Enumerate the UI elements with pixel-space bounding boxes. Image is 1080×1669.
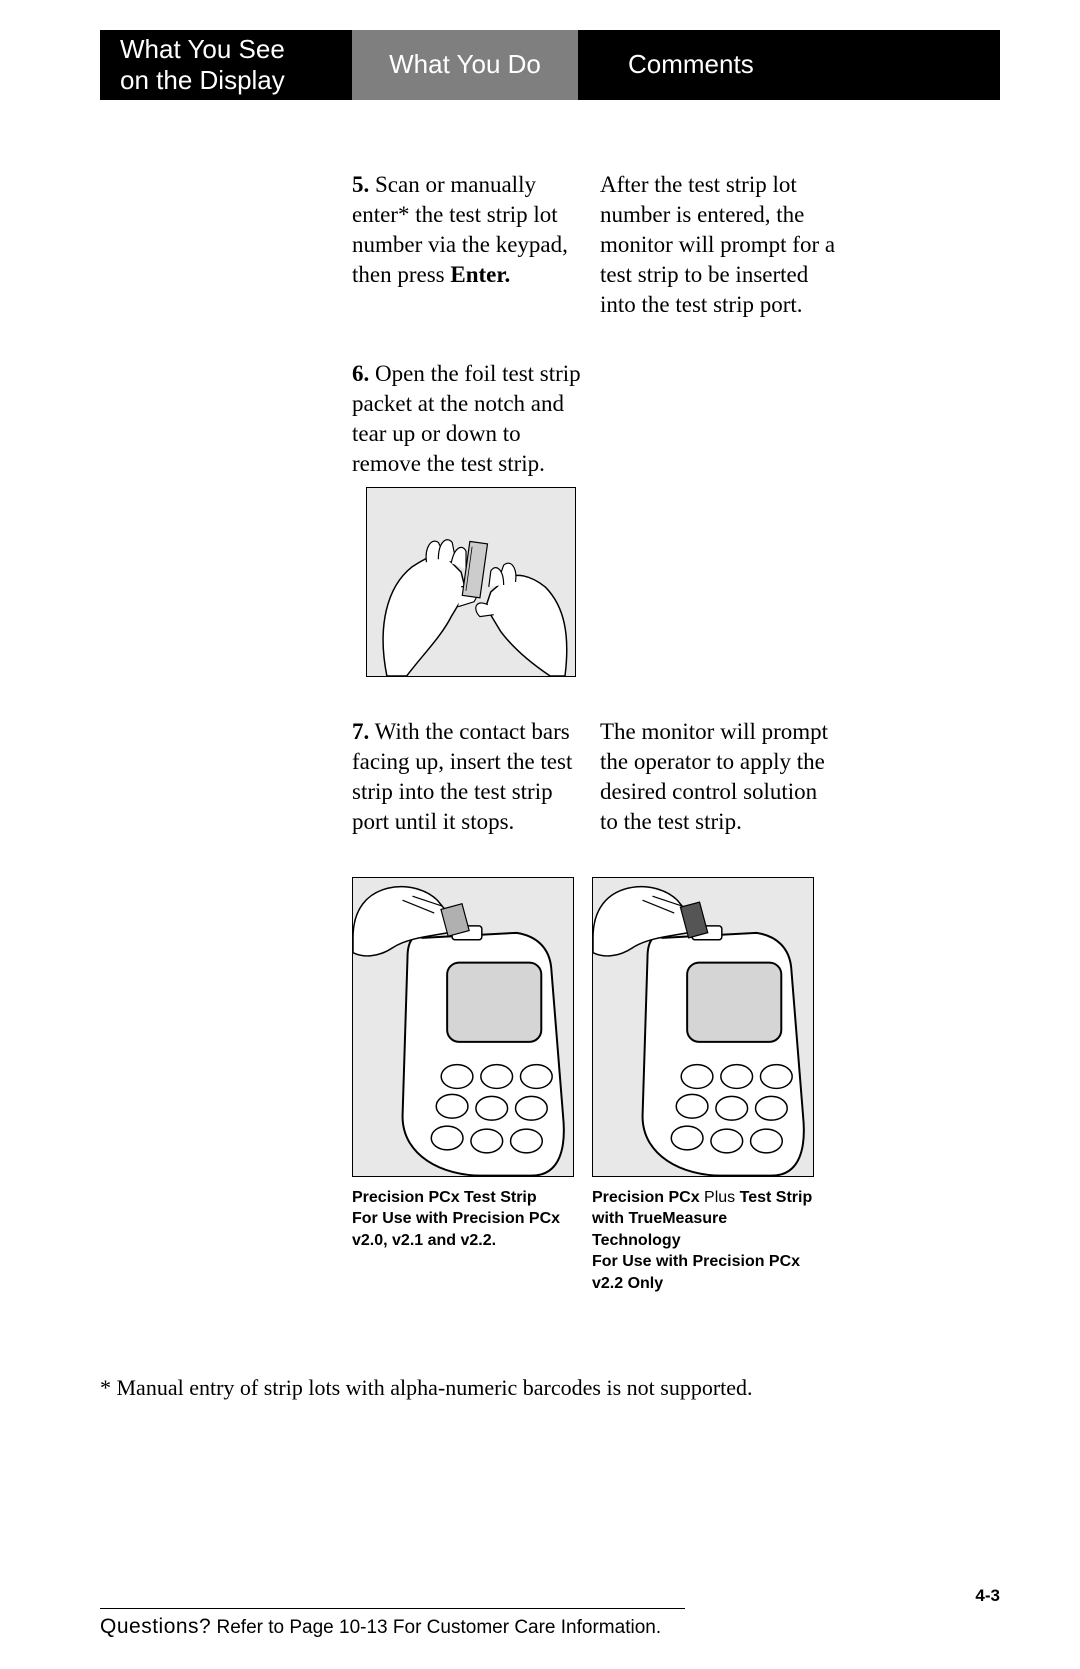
- device-illustration-row: Precision PCx Test Strip For Use with Pr…: [352, 877, 1000, 1295]
- footer-text: Questions? Refer to Page 10-13 For Custo…: [100, 1615, 1000, 1639]
- step-6-text: Open the foil test strip packet at the n…: [352, 361, 581, 476]
- caption-right-plus: Plus: [704, 1189, 735, 1206]
- step-7-number: 7.: [352, 719, 369, 744]
- column-header-row: What You See on the Display What You Do …: [100, 30, 1000, 100]
- header-line-2: on the Display: [120, 65, 285, 96]
- device-block-left: Precision PCx Test Strip For Use with Pr…: [352, 877, 574, 1295]
- caption-left-l3: v2.0, v2.1 and v2.2.: [352, 1232, 496, 1249]
- caption-left-l1: Precision PCx Test Strip: [352, 1189, 537, 1206]
- footnote: * Manual entry of strip lots with alpha-…: [100, 1375, 1000, 1401]
- step-5-number: 5.: [352, 172, 369, 197]
- page-footer: 4-3 Questions? Refer to Page 10-13 For C…: [100, 1608, 1000, 1639]
- caption-left-l2: For Use with Precision PCx: [352, 1210, 560, 1227]
- illustration-insert-strip-pcx: [352, 877, 574, 1177]
- step-5-comment: After the test strip lot number is enter…: [600, 170, 840, 319]
- caption-right: Precision PCx Plus Test Strip with TrueM…: [592, 1187, 814, 1295]
- caption-right-l3: For Use with Precision PCx: [592, 1253, 800, 1270]
- page-number: 4-3: [975, 1586, 1000, 1606]
- header-comments: Comments: [578, 30, 1000, 100]
- step-7-comment: The monitor will prompt the operator to …: [600, 717, 840, 837]
- header-what-you-do: What You Do: [352, 30, 578, 100]
- step-5-bold: Enter.: [450, 262, 510, 287]
- content-row-6: 6. Open the foil test strip packet at th…: [100, 359, 1000, 707]
- step-7: 7. With the contact bars facing up, inse…: [352, 717, 592, 837]
- step-7-text: With the contact bars facing up, insert …: [352, 719, 572, 834]
- caption-left: Precision PCx Test Strip For Use with Pr…: [352, 1187, 574, 1252]
- device-block-right: Precision PCx Plus Test Strip with TrueM…: [592, 877, 814, 1295]
- illustration-hands-tearing-packet: [366, 487, 576, 677]
- content-row-7: 7. With the contact bars facing up, inse…: [100, 717, 1000, 837]
- step-6-number: 6.: [352, 361, 369, 386]
- footer-questions: Questions?: [100, 1615, 211, 1638]
- footer-rule: [100, 1608, 685, 1609]
- caption-right-l2: with TrueMeasure Technology: [592, 1210, 727, 1249]
- caption-right-l1c: Test Strip: [735, 1189, 812, 1206]
- header-what-you-see: What You See on the Display: [100, 30, 352, 100]
- footer-rest: Refer to Page 10-13 For Customer Care In…: [211, 1617, 661, 1638]
- step-6: 6. Open the foil test strip packet at th…: [352, 359, 592, 479]
- header-line-1: What You See: [120, 34, 285, 65]
- caption-right-l4: v2.2 Only: [592, 1275, 663, 1292]
- caption-right-l1a: Precision PCx: [592, 1189, 704, 1206]
- illustration-insert-strip-pcx-plus: [592, 877, 814, 1177]
- manual-page: What You See on the Display What You Do …: [0, 0, 1080, 1669]
- step-5: 5. Scan or manually enter* the test stri…: [352, 170, 592, 290]
- content-row-5: 5. Scan or manually enter* the test stri…: [100, 170, 1000, 319]
